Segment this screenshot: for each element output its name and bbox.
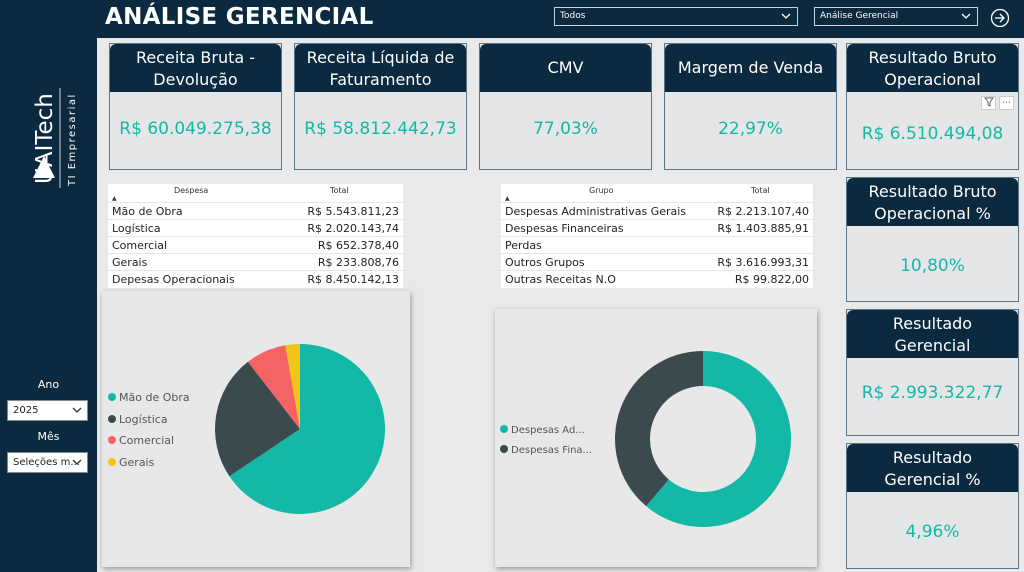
kpi-value: 77,03% xyxy=(533,119,598,139)
sort-arrow-icon[interactable]: ▲ xyxy=(112,195,117,202)
chevron-down-icon xyxy=(72,407,82,413)
filter-value: Análise Gerencial xyxy=(820,11,899,21)
header: ANÁLISE GERENCIAL Todos Análise Gerencia… xyxy=(97,0,1024,38)
kpi-title: Resultado Bruto Operacional xyxy=(847,44,1018,92)
ano-slicer[interactable]: 2025 xyxy=(7,400,88,421)
table-row[interactable]: Perdas xyxy=(501,236,813,253)
table-row[interactable]: Gerais R$ 233.808,76 xyxy=(108,253,403,270)
donut-svg xyxy=(615,351,791,527)
slice-m-o-de-obra[interactable] xyxy=(229,344,385,514)
kpi-value: R$ 6.510.494,08 xyxy=(861,124,1004,144)
kpi-title: Resultado Gerencial % xyxy=(847,444,1018,492)
slice-gerais[interactable] xyxy=(285,344,300,429)
slice-despesas-ad[interactable] xyxy=(646,351,791,527)
ano-value: 2025 xyxy=(13,405,39,416)
kpi-resultado-bruto-pct[interactable]: Resultado Bruto Operacional % 10,80% xyxy=(846,177,1019,302)
filter-dropdown-pagina[interactable]: Análise Gerencial xyxy=(814,7,978,26)
kpi-receita-bruta[interactable]: Receita Bruta - Devolução R$ 60.049.275,… xyxy=(109,43,282,170)
sidebar: UAITech TI Empresarial Ano 2025 Mês Sele… xyxy=(0,0,97,572)
legend-item-0[interactable]: Despesas Ad... xyxy=(500,423,585,436)
grupo-table[interactable]: Grupo Total ▲ Despesas Administrativas G… xyxy=(501,184,813,288)
legend-dot xyxy=(500,425,508,433)
table-row[interactable]: Mão de Obra R$ 5.543.811,23 xyxy=(108,202,403,219)
kpi-title: Resultado Bruto Operacional % xyxy=(847,178,1018,226)
kpi-value: 22,97% xyxy=(718,119,783,139)
kpi-title: Margem de Venda xyxy=(665,44,836,92)
visual-header-icons: ⋯ xyxy=(981,96,1014,110)
table-row[interactable]: Outros Grupos R$ 3.616.993,31 xyxy=(501,253,813,270)
slice-log-stica[interactable] xyxy=(215,361,300,477)
table-row[interactable]: Outras Receitas N.O R$ 99.822,00 xyxy=(501,270,813,287)
filter-value: Todos xyxy=(560,11,586,21)
kpi-value: R$ 2.993.322,77 xyxy=(861,383,1004,403)
page-title: ANÁLISE GERENCIAL xyxy=(105,4,374,30)
legend-dot xyxy=(108,458,116,466)
legend-item-2[interactable]: Comercial xyxy=(108,434,174,447)
table-row[interactable]: Comercial R$ 652.378,40 xyxy=(108,236,403,253)
kpi-cmv[interactable]: CMV 77,03% xyxy=(479,43,652,170)
table-row[interactable]: Despesas Financeiras R$ 1.403.885,91 xyxy=(501,219,813,236)
col-header-despesa[interactable]: Despesa xyxy=(174,186,209,195)
table-row-total[interactable]: Depesas Operacionais R$ 8.450.142,13 xyxy=(108,270,403,287)
legend-item-0[interactable]: Mão de Obra xyxy=(108,391,190,404)
navigate-arrow-icon[interactable] xyxy=(990,8,1010,28)
kpi-resultado-gerencial[interactable]: Resultado Gerencial R$ 2.993.322,77 xyxy=(846,309,1019,436)
kpi-title: CMV xyxy=(480,44,651,92)
despesa-table[interactable]: Despesa Total ▲ Mão de Obra R$ 5.543.811,… xyxy=(108,184,403,288)
legend-dot xyxy=(500,445,508,453)
filter-icon[interactable] xyxy=(981,96,996,110)
legend-item-3[interactable]: Gerais xyxy=(108,456,154,469)
mes-value: Seleções m... xyxy=(13,457,80,468)
kpi-title: Resultado Gerencial xyxy=(847,310,1018,358)
legend-item-1[interactable]: Despesas Fina... xyxy=(500,443,592,456)
svg-text:TI Empresarial: TI Empresarial xyxy=(67,93,78,187)
kpi-value: 4,96% xyxy=(905,522,960,542)
chevron-down-icon xyxy=(72,459,82,465)
pie-svg xyxy=(215,344,385,514)
table-row[interactable]: Despesas Administrativas Gerais R$ 2.213.… xyxy=(501,202,813,219)
col-header-total[interactable]: Total xyxy=(330,186,349,195)
mes-slicer[interactable]: Seleções m... xyxy=(7,452,88,473)
kpi-receita-liquida[interactable]: Receita Líquida de Faturamento R$ 58.812… xyxy=(294,43,467,170)
legend-dot xyxy=(108,436,116,444)
grupo-donut-chart[interactable]: Despesas Ad... Despesas Fina... xyxy=(495,309,817,567)
kpi-margem-venda[interactable]: Margem de Venda 22,97% xyxy=(664,43,837,170)
kpi-value: R$ 60.049.275,38 xyxy=(119,119,272,139)
sort-arrow-icon[interactable]: ▲ xyxy=(505,195,510,202)
mes-label: Mês xyxy=(37,430,60,443)
uaitech-logo: UAITech TI Empresarial xyxy=(32,88,78,188)
kpi-value: R$ 58.812.442,73 xyxy=(304,119,457,139)
kpi-title: Receita Líquida de Faturamento xyxy=(295,44,466,92)
more-options-icon[interactable]: ⋯ xyxy=(999,96,1014,110)
legend-item-1[interactable]: Logística xyxy=(108,413,168,426)
chevron-down-icon xyxy=(781,13,791,19)
kpi-title: Receita Bruta - Devolução xyxy=(110,44,281,92)
despesa-pie-chart[interactable]: Mão de Obra Logística Comercial Gerais xyxy=(102,291,410,567)
report-canvas: Receita Bruta - Devolução R$ 60.049.275,… xyxy=(97,38,1024,572)
slice-comercial[interactable] xyxy=(247,345,300,429)
kpi-resultado-bruto[interactable]: Resultado Bruto Operacional ⋯ R$ 6.510.4… xyxy=(846,43,1019,170)
chevron-down-icon xyxy=(961,13,971,19)
legend-dot xyxy=(108,393,116,401)
table-row[interactable]: Logística R$ 2.020.143,74 xyxy=(108,219,403,236)
kpi-resultado-gerencial-pct[interactable]: Resultado Gerencial % 4,96% xyxy=(846,443,1019,569)
kpi-value: 10,80% xyxy=(900,256,965,276)
col-header-grupo[interactable]: Grupo xyxy=(589,186,614,195)
ano-label: Ano xyxy=(37,378,60,391)
filter-dropdown-todos[interactable]: Todos xyxy=(554,7,798,26)
col-header-total[interactable]: Total xyxy=(751,186,770,195)
slice-despesas-fina[interactable] xyxy=(615,351,703,507)
legend-dot xyxy=(108,415,116,423)
